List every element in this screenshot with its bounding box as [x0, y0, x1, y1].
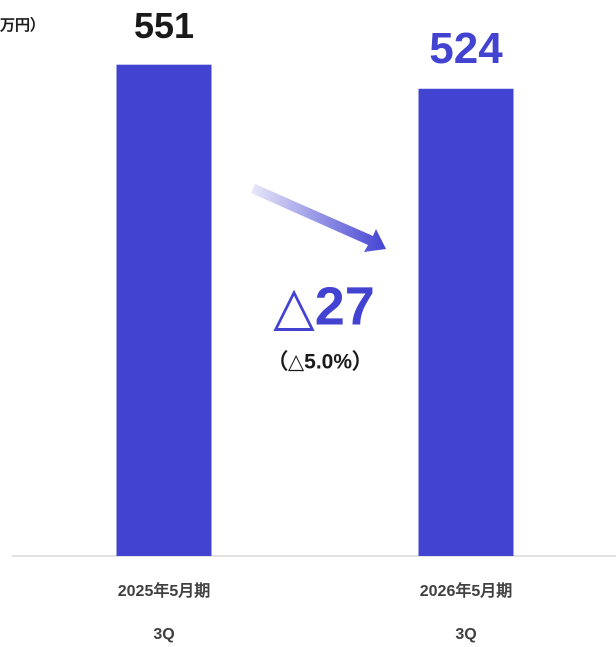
trend-arrow — [251, 184, 386, 252]
change-annotation: △27 — [273, 276, 375, 336]
value-label: 551 — [134, 5, 194, 46]
bar — [418, 88, 514, 557]
x-tick-label: 2026年5月期 — [420, 581, 513, 600]
x-tick-label: 3Q — [153, 626, 174, 643]
unit-label: 万円） — [0, 16, 45, 34]
value-label: 524 — [429, 24, 503, 73]
x-tick-label: 2025年5月期 — [118, 581, 211, 600]
bar — [116, 64, 212, 557]
change-pct-annotation: （△5.0%） — [267, 350, 373, 374]
x-tick-label: 3Q — [455, 626, 476, 643]
